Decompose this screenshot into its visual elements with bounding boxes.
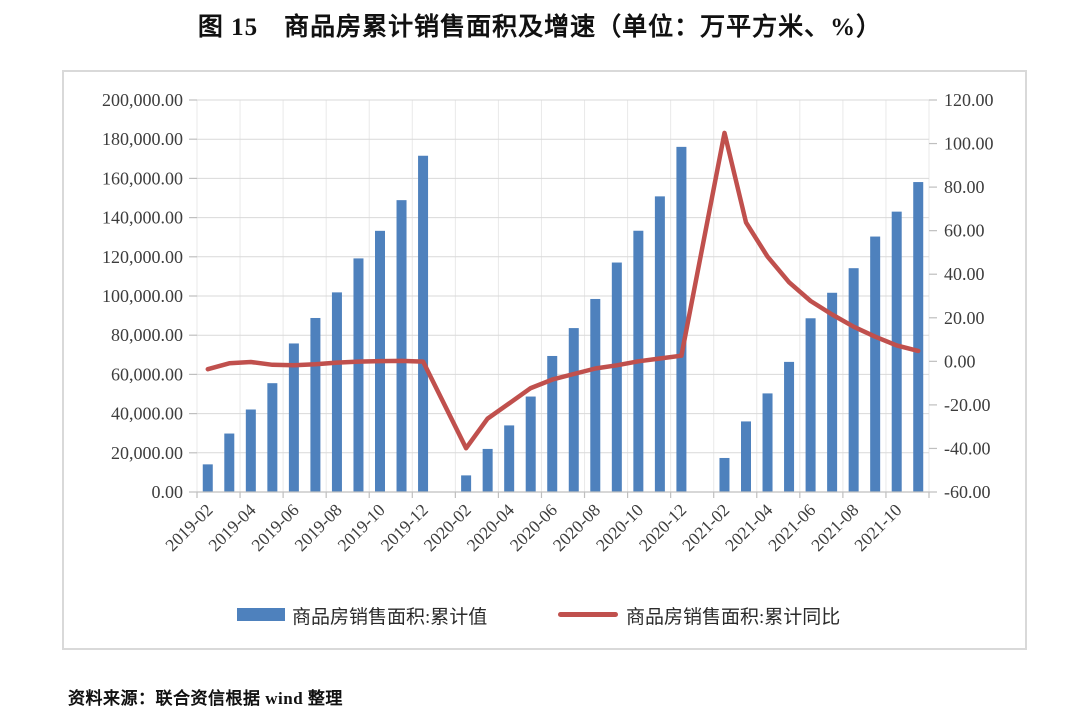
right-axis-tick-label: 20.00: [944, 308, 985, 328]
sales-area-bar: [461, 475, 472, 492]
left-axis-tick-label: 100,000.00: [102, 286, 183, 306]
sales-area-bar: [891, 211, 902, 492]
right-axis-labels: 120.00 100.00 80.00 60.00 40.00 20.00 0.00 -20.…: [929, 90, 994, 502]
x-axis-tick-label: 2020-12: [635, 500, 690, 555]
sales-area-bar: [654, 196, 665, 492]
sales-area-bar: [762, 393, 773, 492]
right-axis-tick-label: -60.00: [944, 482, 991, 502]
sales-area-bar: [805, 318, 816, 492]
chart-title: 图 15 商品房累计销售面积及增速（单位：万平方米、%）: [197, 14, 883, 41]
left-axis-tick-label: 40,000.00: [111, 404, 183, 424]
x-axis-tick-label: 2021-08: [807, 500, 863, 556]
chart-legend: 商品房销售面积:累计值 商品房销售面积:累计同比: [0, 602, 1080, 628]
right-axis-tick-label: 0.00: [944, 351, 976, 371]
x-axis-tick-label: 2019-06: [247, 500, 303, 556]
x-axis-tick-label: 2020-02: [420, 500, 475, 555]
x-axis-tick-label: 2021-06: [764, 500, 820, 556]
x-axis-tick-label: 2019-08: [290, 500, 346, 556]
sales-area-bar: [827, 292, 838, 492]
x-axis-tick-label: 2021-10: [850, 500, 906, 556]
bar-series-swatch-icon: [237, 608, 285, 621]
right-axis-tick-label: 120.00: [944, 90, 994, 110]
horizontal-gridlines: [189, 99, 929, 493]
sales-area-bar: [719, 457, 730, 492]
sales-area-bar: [482, 448, 493, 492]
yoy-growth-line: [205, 130, 921, 451]
right-axis-tick-label: -20.00: [944, 395, 991, 415]
right-axis-tick-label: 60.00: [944, 221, 985, 241]
right-axis-tick-label: -40.00: [944, 438, 991, 458]
sales-area-bar: [741, 421, 751, 492]
left-axis-tick-label: 20,000.00: [111, 443, 183, 463]
right-axis-tick-label: 80.00: [944, 177, 985, 197]
sales-area-bar: [202, 464, 213, 492]
x-axis-tick-label: 2020-06: [506, 500, 562, 556]
left-axis-tick-label: 120,000.00: [102, 247, 183, 267]
sales-area-bar: [418, 155, 429, 492]
sales-area-bar: [547, 355, 558, 492]
left-axis-labels: 200,000.00 180,000.00 160,000.00 140,000.00…: [102, 90, 183, 502]
x-axis-labels: 2019-022019-042019-062019-082019-102019-…: [161, 500, 906, 556]
left-axis-tick-label: 140,000.00: [102, 208, 183, 228]
left-axis-tick-label: 180,000.00: [102, 129, 183, 149]
source-note: 资料来源：联合资信根据 wind 整理: [68, 689, 343, 708]
sales-area-bar: [353, 258, 364, 492]
legend-label-yoy-growth: 商品房销售面积:累计同比: [626, 607, 841, 628]
x-axis-tick-label: 2020-04: [463, 500, 519, 556]
right-axis-tick-label: 100.00: [944, 134, 994, 154]
sales-area-bar: [396, 200, 407, 493]
sales-area-bar: [504, 425, 515, 492]
x-axis-tick-label: 2020-10: [592, 500, 648, 556]
sales-area-bar: [611, 262, 622, 492]
sales-area-bar: [848, 268, 859, 492]
x-axis-tick-label: 2019-10: [333, 500, 389, 556]
line-series-swatch-icon: [558, 612, 618, 617]
sales-area-bar: [525, 396, 536, 492]
x-axis-tick-label: 2021-02: [678, 500, 733, 555]
right-axis-tick-label: 40.00: [944, 264, 985, 284]
left-axis-tick-label: 80,000.00: [111, 325, 183, 345]
sales-area-bar: [245, 409, 256, 492]
sales-area-bar: [310, 317, 321, 492]
sales-area-bar: [590, 298, 601, 492]
sales-area-bar: [870, 236, 881, 492]
x-axis-tick-label: 2021-04: [721, 500, 777, 556]
x-axis-tick-label: 2019-12: [377, 500, 432, 555]
sales-area-bar: [676, 146, 687, 492]
sales-area-bar: [784, 361, 795, 492]
sales-area-bar: [224, 433, 235, 492]
x-axis-tick-label: 2019-02: [161, 500, 216, 555]
legend-label-sales-area: 商品房销售面积:累计值: [292, 607, 488, 628]
sales-area-bar: [331, 292, 342, 492]
sales-area-bar: [913, 182, 924, 492]
sales-area-bar: [267, 383, 278, 492]
left-axis-tick-label: 0.00: [152, 482, 184, 502]
x-axis-tick-label: 2020-08: [549, 500, 605, 556]
left-axis-tick-label: 160,000.00: [102, 168, 183, 188]
left-axis-tick-label: 200,000.00: [102, 90, 183, 110]
chart-frame: [62, 70, 1027, 650]
left-axis-tick-label: 60,000.00: [111, 364, 183, 384]
sales-area-bars: [202, 146, 924, 493]
x-axis: [196, 491, 930, 498]
x-axis-tick-label: 2019-04: [204, 500, 260, 556]
sales-area-bar: [288, 343, 299, 492]
sales-area-bar: [568, 328, 579, 492]
